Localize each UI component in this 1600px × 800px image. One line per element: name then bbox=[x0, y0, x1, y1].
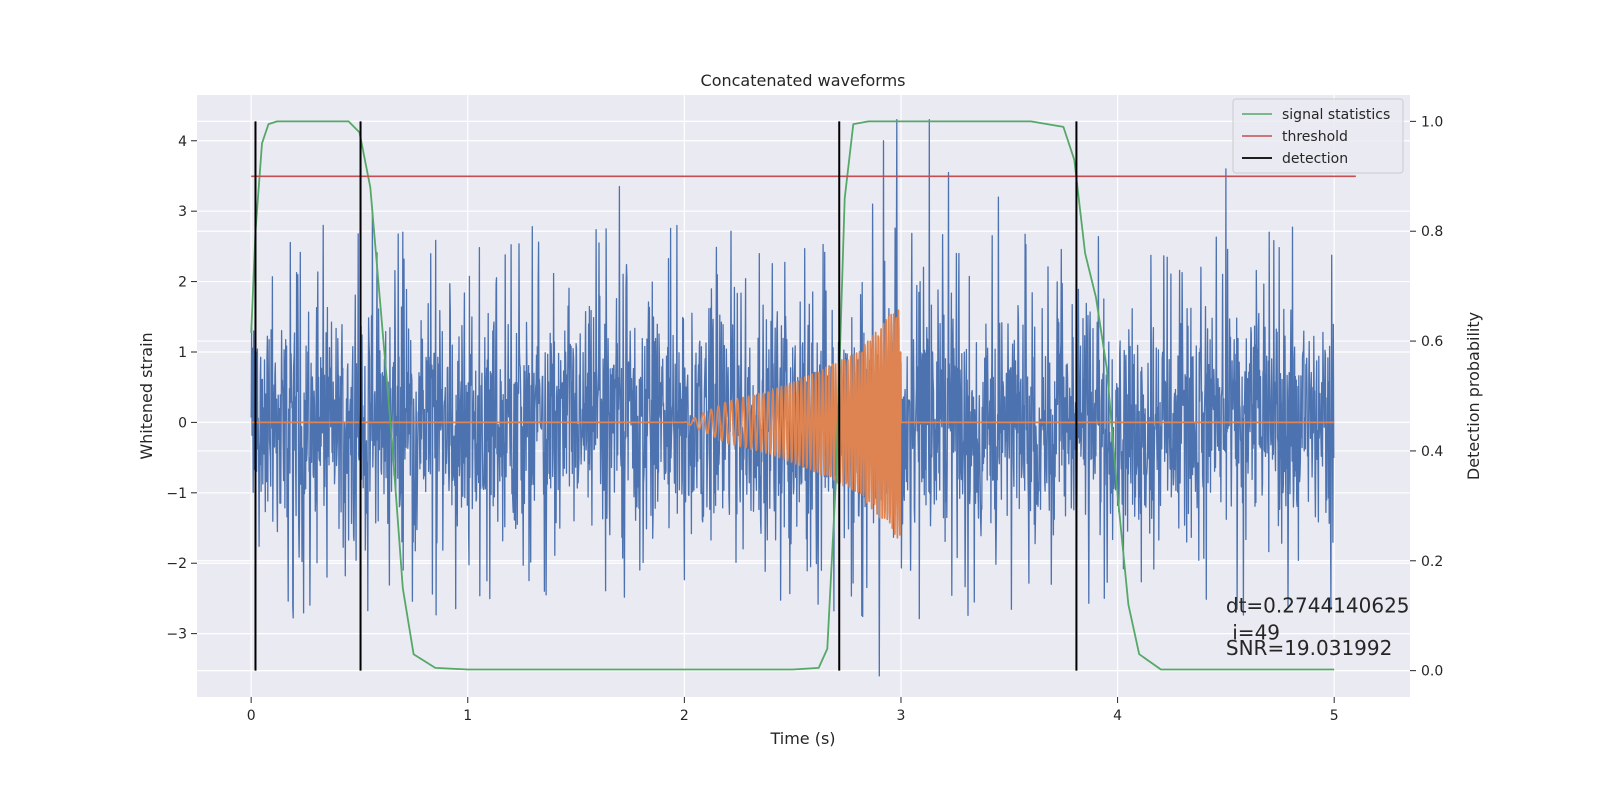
y2-tick-label: 0.0 bbox=[1421, 664, 1443, 680]
series-template-line bbox=[250, 309, 1335, 539]
legend-label-detection: detection bbox=[1282, 151, 1348, 167]
y-tick-label: −2 bbox=[166, 556, 187, 572]
y2-tick-label: 0.8 bbox=[1421, 224, 1443, 240]
annotation-snr: SNR=19.031992 bbox=[1226, 636, 1392, 660]
x-tick-label: 2 bbox=[680, 708, 689, 724]
x-tick-label: 5 bbox=[1330, 708, 1339, 724]
legend-frame bbox=[1232, 98, 1404, 174]
y2-tick-label: 0.6 bbox=[1421, 334, 1443, 350]
legend-label-threshold: threshold bbox=[1282, 129, 1348, 145]
legend-label-signal-statistics: signal statistics bbox=[1282, 107, 1390, 123]
x-tick-label: 0 bbox=[247, 708, 256, 724]
annotations: dt=0.2744140625 i=49 SNR=19.031992 bbox=[1226, 594, 1410, 660]
legend: signal statistics threshold detection bbox=[1232, 98, 1404, 174]
y-tick-label: −1 bbox=[166, 486, 187, 502]
left-axis-ticks: −3 −2 −1 0 1 2 3 4 bbox=[166, 134, 197, 643]
y-tick-label: 2 bbox=[178, 275, 187, 291]
x-axis-label: Time (s) bbox=[769, 729, 835, 748]
x-tick-label: 4 bbox=[1113, 708, 1122, 724]
y2-tick-label: 0.4 bbox=[1421, 444, 1443, 460]
y-tick-label: 0 bbox=[178, 415, 187, 431]
x-tick-label: 1 bbox=[463, 708, 472, 724]
series-whitened-strain-line bbox=[250, 118, 1335, 677]
plot-series bbox=[250, 118, 1356, 677]
y2-axis-label: Detection probability bbox=[1464, 312, 1483, 480]
chart-title: Concatenated waveforms bbox=[701, 71, 906, 90]
right-axis-ticks: 0.0 0.2 0.4 0.6 0.8 1.0 bbox=[1410, 114, 1443, 680]
y-tick-label: 4 bbox=[178, 134, 187, 150]
y-tick-label: −3 bbox=[166, 627, 187, 643]
y2-tick-label: 0.2 bbox=[1421, 554, 1443, 570]
y2-tick-label: 1.0 bbox=[1421, 114, 1443, 130]
bottom-axis-ticks: 0 1 2 3 4 5 bbox=[247, 697, 1339, 724]
annotation-index: i=49 bbox=[1226, 620, 1280, 644]
x-tick-label: 3 bbox=[897, 708, 906, 724]
series-signal-statistics-line bbox=[250, 120, 1335, 671]
y-tick-label: 1 bbox=[178, 345, 187, 361]
annotation-dt: dt=0.2744140625 bbox=[1226, 594, 1410, 618]
y-tick-label: 3 bbox=[178, 204, 187, 220]
y-axis-label: Whitened strain bbox=[137, 332, 156, 459]
